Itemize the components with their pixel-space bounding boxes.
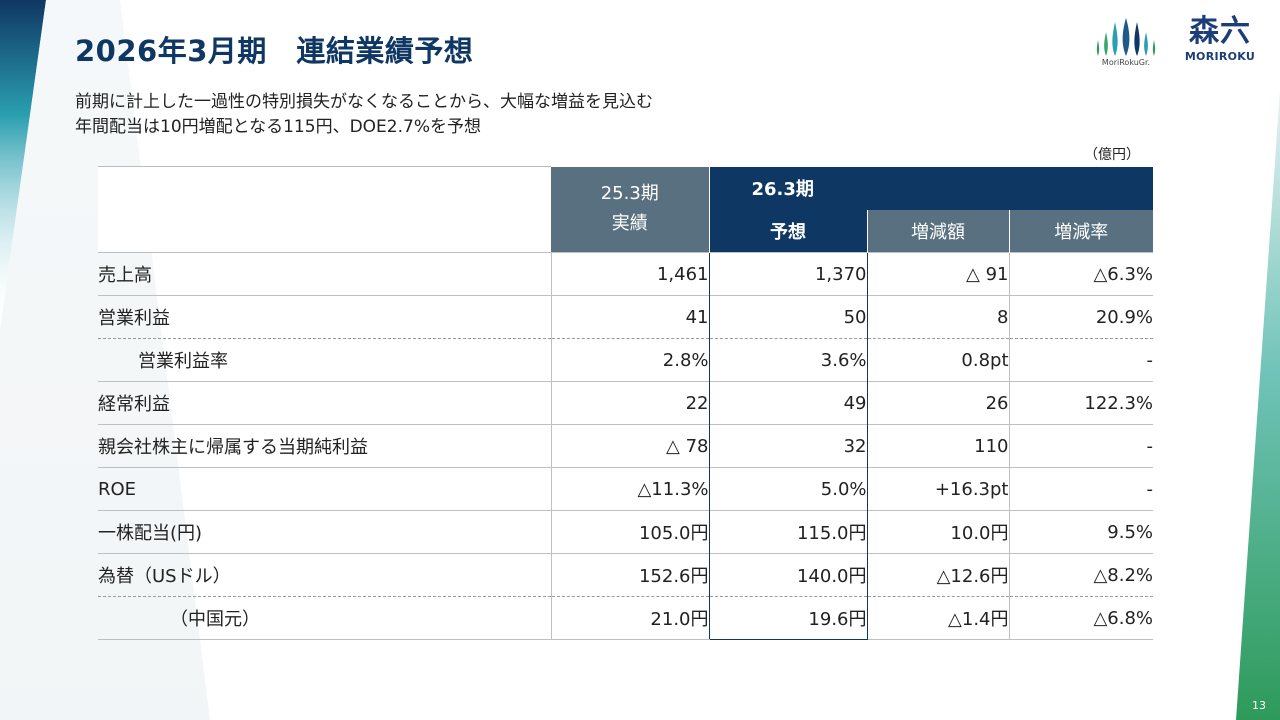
header-change-rate: 増減率 [1008, 209, 1154, 253]
diff-value: △ 91 [866, 252, 1009, 296]
table-row: 営業利益率 2.8% 3.6% 0.8pt - [98, 338, 1154, 382]
row-label: 一株配当(円) [98, 510, 551, 554]
table-row: 為替（USドル） 152.6円 140.0円 △12.6円 △8.2% [98, 553, 1154, 597]
prev-value: 41 [550, 295, 709, 339]
row-label: 営業利益 [98, 295, 551, 339]
rate-value: - [1008, 467, 1154, 511]
drops-icon [1096, 18, 1156, 56]
subtitle-line: 年間配当は10円増配となる115円、DOE2.7%を予想 [75, 117, 481, 137]
rate-value: - [1008, 338, 1154, 382]
row-label: 為替（USドル） [98, 553, 551, 597]
rate-value: △8.2% [1008, 553, 1154, 597]
cur-value: 32 [708, 424, 868, 468]
diff-value: +16.3pt [866, 467, 1009, 511]
table-row: 親会社株主に帰属する当期純利益 △ 78 32 110 - [98, 424, 1154, 468]
diff-value: 8 [866, 295, 1009, 339]
cur-value: 19.6円 [708, 596, 868, 640]
logo-roman: MORIROKU [1184, 50, 1256, 63]
rate-value: - [1008, 424, 1154, 468]
diff-value: 0.8pt [866, 338, 1009, 382]
rate-value: 9.5% [1008, 510, 1154, 554]
forecast-table: 25.3期 実績 26.3期 予想 増減額 増減率 売上高 1,461 1,37… [98, 166, 1154, 640]
unit-label: （億円） [1084, 147, 1140, 163]
cur-value: 115.0円 [708, 510, 868, 554]
diff-value: 110 [866, 424, 1009, 468]
cur-value: 1,370 [708, 252, 868, 296]
prev-sub-label: 実績 [611, 213, 648, 235]
table-row: ROE △11.3% 5.0% +16.3pt - [98, 467, 1154, 511]
table-subheader-row: 予想 増減額 増減率 [98, 209, 1154, 253]
cur-value: 5.0% [708, 467, 868, 511]
logo-kanji: 森六 [1189, 14, 1251, 49]
diff-value: 26 [866, 381, 1009, 425]
moriroku-group-logo: MoriRokuGr. [1090, 16, 1162, 74]
prev-value: 21.0円 [550, 596, 709, 640]
diff-value: △12.6円 [866, 553, 1009, 597]
prev-value: 152.6円 [550, 553, 709, 597]
group-logo-caption: MoriRokuGr. [1101, 58, 1151, 67]
prev-value: △ 78 [550, 424, 709, 468]
row-label: 営業利益率 [98, 338, 551, 382]
header-change-amount: 増減額 [866, 209, 1009, 253]
table-row: 一株配当(円) 105.0円 115.0円 10.0円 9.5% [98, 510, 1154, 554]
table-row: （中国元） 21.0円 19.6円 △1.4円 △6.8% [98, 596, 1154, 640]
cur-value: 49 [708, 381, 868, 425]
diff-value: △1.4円 [866, 596, 1009, 640]
prev-value: 1,461 [550, 252, 709, 296]
row-label: 経常利益 [98, 381, 551, 425]
rate-value: △6.3% [1008, 252, 1154, 296]
table-row: 経常利益 22 49 26 122.3% [98, 381, 1154, 425]
page-title: 2026年3月期 連結業績予想 [75, 34, 474, 68]
rate-value: 122.3% [1008, 381, 1154, 425]
prev-value: 105.0円 [550, 510, 709, 554]
header-cur-period: 26.3期 [709, 166, 1154, 210]
cur-value: 50 [708, 295, 868, 339]
row-label: 親会社株主に帰属する当期純利益 [98, 424, 551, 468]
prev-value: △11.3% [550, 467, 709, 511]
row-label: 売上高 [98, 252, 551, 296]
diff-value: 10.0円 [866, 510, 1009, 554]
rate-value: 20.9% [1008, 295, 1154, 339]
cur-value: 3.6% [708, 338, 868, 382]
header-prev-period: 25.3期 実績 [551, 166, 710, 253]
subtitle-line: 前期に計上した一過性の特別損失がなくなることから、大幅な増益を見込む [75, 92, 653, 112]
header-blank [98, 166, 551, 253]
subtitle: 前期に計上した一過性の特別損失がなくなることから、大幅な増益を見込む 年間配当は… [75, 90, 653, 140]
prev-value: 22 [550, 381, 709, 425]
table-row: 営業利益 41 50 8 20.9% [98, 295, 1154, 339]
cur-value: 140.0円 [708, 553, 868, 597]
rate-value: △6.8% [1008, 596, 1154, 640]
row-label: ROE [98, 467, 551, 511]
table-header-row: 25.3期 実績 26.3期 [98, 166, 1154, 253]
row-label: （中国元） [98, 596, 551, 640]
prev-value: 2.8% [550, 338, 709, 382]
moriroku-logo: 森六 MORIROKU [1180, 14, 1260, 63]
page-number: 13 [1252, 699, 1266, 712]
prev-period-label: 25.3期 [600, 183, 659, 205]
header-cur-sub: 予想 [709, 209, 867, 253]
table-row: 売上高 1,461 1,370 △ 91 △6.3% [98, 252, 1154, 296]
